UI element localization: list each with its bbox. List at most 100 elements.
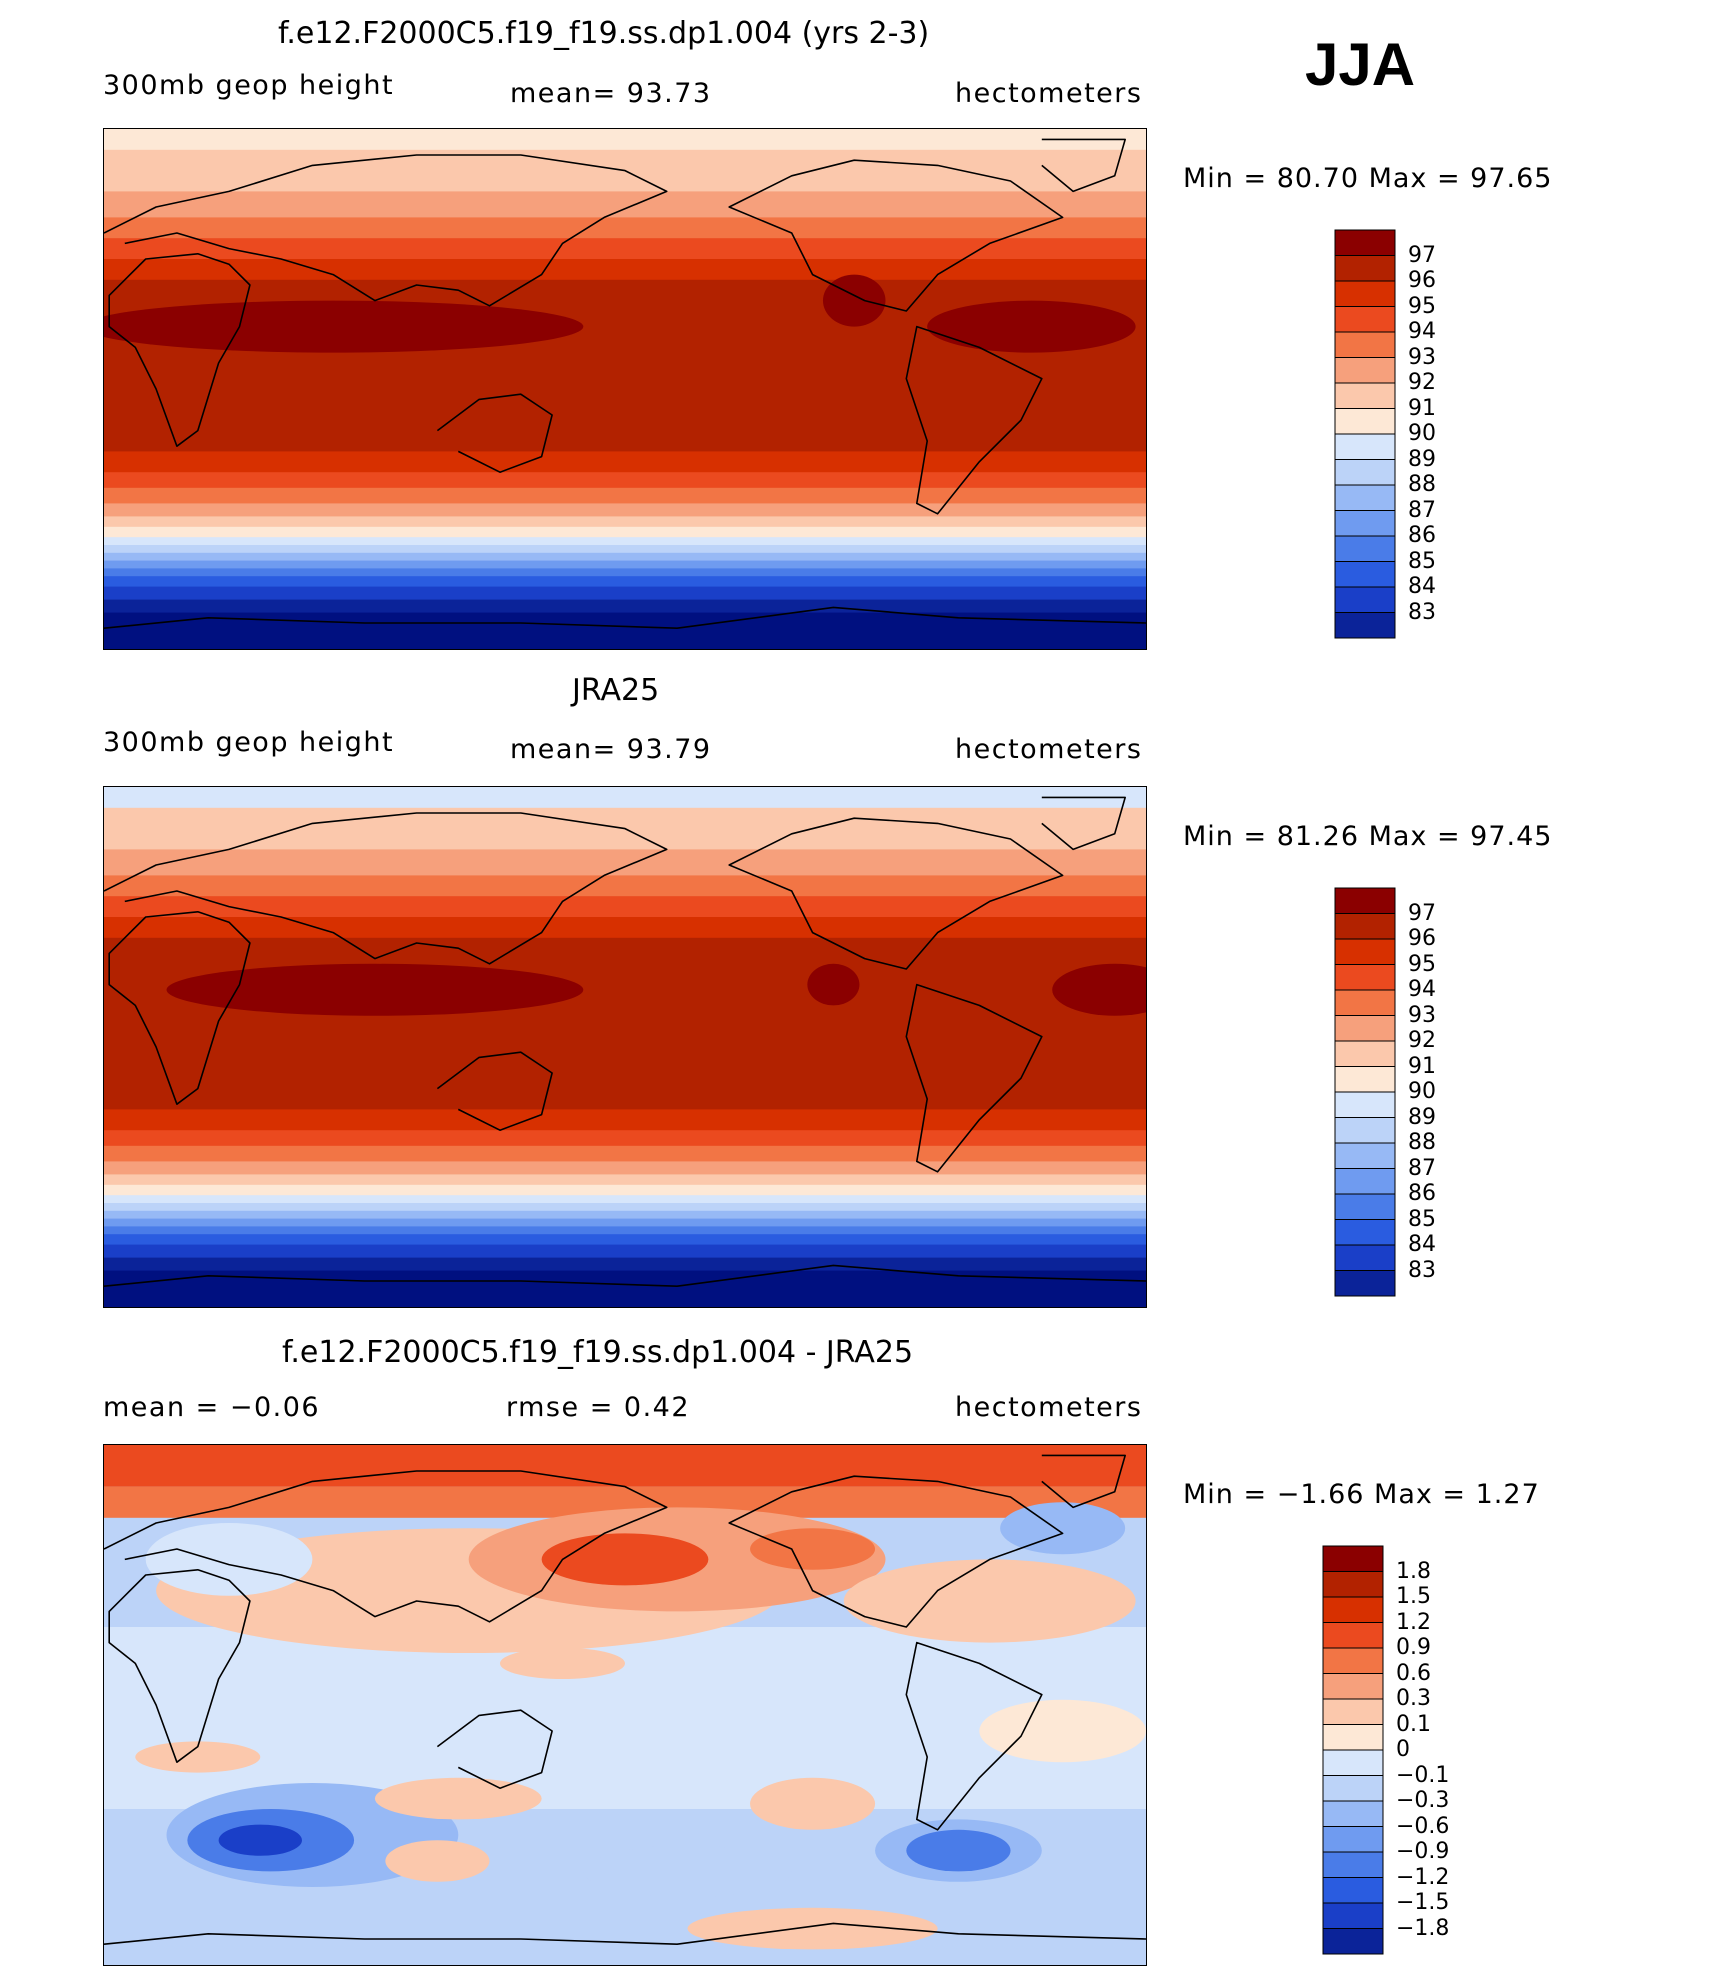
coastline: [1041, 1454, 1126, 1509]
coastline: [104, 1264, 1146, 1287]
colorbar-svg: [1322, 1545, 1384, 1955]
contour-band: [104, 1174, 1146, 1186]
contour-band: [104, 516, 1146, 528]
contour-band: [104, 526, 1146, 539]
colorbar-tick-label: 97: [1408, 900, 1436, 926]
colorbar-tick-label: 97: [1408, 242, 1436, 268]
colorbar-box: [1334, 989, 1396, 1016]
colorbar-box: [1334, 229, 1396, 256]
contour-band: [104, 487, 1146, 505]
contour-band: [104, 586, 1146, 601]
colorbar-box: [1334, 964, 1396, 991]
map-svg: [104, 787, 1146, 1307]
panel3-title: f.e12.F2000C5.f19_f19.ss.dp1.004 - JRA25: [282, 1335, 914, 1370]
colorbar-box: [1334, 586, 1396, 613]
colorbar-tick-label: −1.8: [1396, 1915, 1450, 1941]
contour-band: [104, 560, 1146, 570]
contour-band: [104, 1195, 1146, 1204]
contour-anomaly: [1000, 1502, 1126, 1555]
colorbar-tick-label: 94: [1408, 977, 1436, 1002]
coastline: [905, 325, 1043, 515]
panel2-minmax: Min = 81.26 Max = 97.45: [1183, 821, 1553, 852]
contour-band: [104, 875, 1146, 898]
contour-anomaly: [906, 1829, 1011, 1872]
colorbar-tick-label: 88: [1408, 472, 1436, 497]
panel2-title: JRA25: [572, 673, 660, 708]
contour-band: [104, 1109, 1146, 1132]
colorbar-box: [1322, 1826, 1384, 1853]
colorbar-box: [1322, 1545, 1384, 1572]
contour-band: [104, 217, 1146, 240]
colorbar-tick-label: 96: [1408, 268, 1436, 293]
colorbar-box: [1334, 408, 1396, 435]
coastline: [104, 812, 668, 965]
contour-band: [104, 1130, 1146, 1147]
contour-anomaly: [135, 1741, 261, 1773]
contour-anomaly: [750, 1528, 876, 1570]
colorbar-box: [1334, 938, 1396, 965]
contour-anomaly: [979, 1699, 1146, 1763]
colorbar-tick-label: 83: [1408, 1257, 1436, 1283]
colorbar-tick-label: 89: [1408, 1104, 1436, 1130]
colorbar-box: [1322, 1928, 1384, 1955]
panel3-rmse-label: rmse = 0.42: [506, 1392, 691, 1423]
colorbar-box: [1334, 255, 1396, 282]
coastline: [1041, 796, 1126, 851]
map-svg: [104, 1445, 1146, 1965]
colorbar-box: [1334, 887, 1396, 914]
colorbar-tick-label: 93: [1408, 1002, 1436, 1028]
season-label: JJA: [1305, 31, 1416, 98]
colorbar-box: [1322, 1622, 1384, 1649]
colorbar-box: [1334, 1270, 1396, 1297]
contour-anomaly: [499, 1647, 625, 1679]
colorbar-box: [1334, 1117, 1396, 1144]
contour-band: [104, 1234, 1146, 1246]
colorbar-tick-label: 0.1: [1396, 1711, 1431, 1737]
colorbar-tick-label: 88: [1408, 1130, 1436, 1155]
colorbar-tick-label: 93: [1408, 344, 1436, 370]
panel3-mean-label: mean = −0.06: [103, 1392, 321, 1423]
colorbar-box: [1334, 433, 1396, 460]
colorbar-tick-label: 94: [1408, 319, 1436, 344]
colorbar-tick-label: 86: [1408, 523, 1436, 548]
coastline: [728, 817, 1064, 970]
colorbar-tick-label: 86: [1408, 1181, 1436, 1206]
contour-band: [104, 1210, 1146, 1220]
contour-anomaly: [843, 1559, 1136, 1643]
colorbar-tick-label: 84: [1408, 574, 1436, 599]
panel2-map: [103, 786, 1147, 1308]
contour-anomaly: [687, 1907, 938, 1950]
colorbar-box: [1334, 280, 1396, 307]
panel3-units-label: hectometers: [955, 1392, 1143, 1423]
colorbar-tick-label: 0.3: [1396, 1686, 1431, 1711]
colorbar-tick-label: 95: [1408, 293, 1436, 319]
coastline: [104, 1922, 1146, 1945]
colorbar-tick-label: 0.9: [1396, 1635, 1431, 1660]
colorbar-box: [1334, 1015, 1396, 1042]
colorbar-box: [1322, 1851, 1384, 1878]
colorbar-tick-label: 89: [1408, 446, 1436, 472]
colorbar-tick-label: 0.6: [1396, 1660, 1431, 1686]
colorbar-tick-label: 1.8: [1396, 1558, 1431, 1584]
colorbar-box: [1322, 1749, 1384, 1776]
colorbar-svg: [1334, 229, 1396, 639]
contour-band: [104, 1203, 1146, 1212]
colorbar-tick-label: −1.2: [1396, 1864, 1450, 1890]
coastline: [104, 606, 1146, 629]
contour-anomaly: [145, 1523, 313, 1596]
contour-band: [104, 1445, 1146, 1487]
contour-band: [104, 1257, 1146, 1272]
contour-band: [104, 472, 1146, 489]
contour-band: [104, 568, 1146, 578]
colorbar-tick-label: 1.5: [1396, 1584, 1431, 1609]
contour-band: [104, 1184, 1146, 1197]
colorbar-tick-label: −0.6: [1396, 1813, 1450, 1839]
colorbar-tick-label: 90: [1408, 421, 1436, 446]
panel3-map: [103, 1444, 1147, 1966]
colorbar-box: [1334, 306, 1396, 333]
colorbar-svg: [1334, 887, 1396, 1297]
coastline: [728, 159, 1064, 312]
colorbar-tick-label: 1.2: [1396, 1609, 1431, 1635]
colorbar-box: [1322, 1571, 1384, 1598]
contour-band: [104, 191, 1146, 219]
